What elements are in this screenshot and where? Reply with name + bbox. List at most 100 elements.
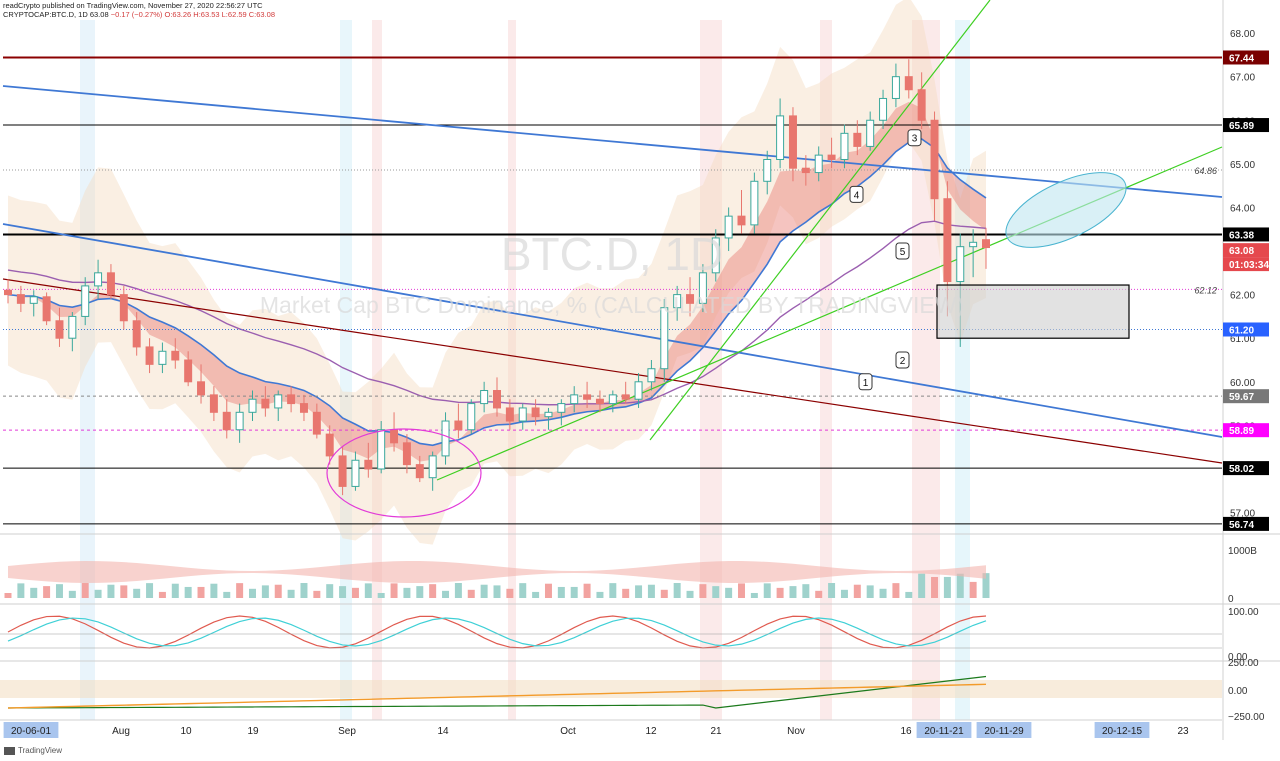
- time-label[interactable]: Sep: [338, 726, 356, 737]
- volume-bar: [55, 584, 63, 598]
- pane-tick-label: 1000B: [1228, 546, 1257, 557]
- candle: [351, 451, 360, 491]
- candle: [68, 312, 77, 352]
- price-label-bg: [1223, 243, 1269, 258]
- candle: [248, 390, 257, 422]
- time-label[interactable]: Aug: [112, 726, 130, 737]
- volume-bar: [30, 587, 38, 598]
- time-label[interactable]: 20-06-01: [3, 722, 59, 738]
- candle: [595, 390, 604, 413]
- horizontal-levels: 64.86 62.12: [3, 56, 1222, 525]
- time-label[interactable]: 20-11-21: [916, 722, 972, 738]
- candle: [788, 107, 797, 182]
- time-label-text: 20-11-29: [984, 726, 1024, 737]
- volume-bar: [570, 586, 578, 598]
- volume-bar: [609, 583, 617, 598]
- callout-4[interactable]: 4: [849, 185, 864, 203]
- trendline-upper-blue[interactable]: [2, 85, 1223, 198]
- trend-lines[interactable]: [2, 0, 1223, 481]
- ohlc-values: O:63.26 H:63.53 L:62.59 C:63.08: [164, 10, 276, 19]
- trendline-lower-blue[interactable]: [2, 223, 1223, 438]
- candle-body: [4, 289, 12, 296]
- price-label[interactable]: 59.67: [1223, 389, 1269, 404]
- candle-body: [917, 89, 926, 121]
- price-label[interactable]: 56.74: [1223, 516, 1269, 531]
- time-label[interactable]: 19: [247, 726, 259, 737]
- volume-bar: [364, 583, 372, 598]
- volume-bar: [738, 583, 745, 598]
- price-axis[interactable]: 68.0067.0066.0065.0064.0063.0062.0061.00…: [1222, 0, 1269, 740]
- price-label-bg: [1223, 227, 1269, 242]
- volume-bar: [17, 583, 25, 598]
- candle-body: [402, 442, 411, 466]
- time-label[interactable]: 21: [710, 726, 722, 737]
- price-label[interactable]: 63.08: [1223, 243, 1269, 258]
- price-label[interactable]: 65.89: [1223, 118, 1269, 133]
- publish-info: readCrypto published on TradingView.com,…: [3, 1, 263, 10]
- callout-3[interactable]: 3: [907, 129, 922, 147]
- candle-body: [480, 390, 489, 405]
- volume-bar: [274, 584, 282, 598]
- candle: [853, 120, 862, 156]
- candle: [711, 229, 720, 282]
- candle: [132, 312, 141, 356]
- price-label[interactable]: 61.20: [1223, 322, 1269, 337]
- candle-body: [467, 403, 476, 431]
- candle-body: [570, 394, 579, 405]
- time-label[interactable]: Oct: [560, 726, 576, 737]
- time-label[interactable]: 12: [645, 726, 657, 737]
- time-label[interactable]: 16: [900, 726, 912, 737]
- price-label[interactable]: 01:03:34: [1223, 257, 1269, 272]
- price-label-text: 61.20: [1229, 325, 1254, 336]
- time-label-text: 23: [1177, 726, 1189, 737]
- candle: [930, 111, 939, 221]
- volume-bar: [43, 586, 51, 598]
- support-box[interactable]: [936, 284, 1130, 339]
- candle-body: [287, 394, 296, 405]
- volume-bar: [467, 589, 475, 598]
- candle: [776, 98, 785, 169]
- candle-body: [879, 97, 888, 121]
- callout-box: [858, 373, 873, 391]
- volume-bar: [171, 583, 179, 598]
- callout-5[interactable]: 5: [895, 242, 910, 260]
- highlight-band: [80, 20, 95, 740]
- callout-1[interactable]: 1: [858, 373, 873, 391]
- price-label[interactable]: 58.89: [1223, 423, 1269, 438]
- shapes-overlay[interactable]: 1 2 3 4 5: [326, 129, 1137, 518]
- candle-body: [16, 294, 25, 304]
- time-label[interactable]: 20-12-15: [1094, 722, 1150, 738]
- price-label[interactable]: 67.44: [1223, 50, 1269, 65]
- volume-bar: [750, 592, 758, 598]
- pane-tick-label: 100.00: [1228, 607, 1259, 618]
- candle-body: [814, 154, 823, 174]
- trendline-green-fast[interactable]: [649, 0, 991, 441]
- time-axis[interactable]: 20-06-01 Aug 10 19 Sep 14 Oct 12 21 Nov 16 20-11-21…: [0, 719, 1222, 740]
- volume-bar: [557, 586, 565, 598]
- candle-body: [171, 350, 180, 361]
- ema-line: [7, 138, 987, 447]
- candle-body: [763, 158, 772, 182]
- time-label[interactable]: 14: [437, 726, 449, 737]
- highlight-band: [955, 20, 970, 740]
- candle-body: [737, 215, 746, 226]
- y-tick-label: 65.00: [1230, 160, 1255, 171]
- trendline-darkred[interactable]: [2, 278, 1223, 464]
- highlight-ellipse-magenta[interactable]: [326, 428, 482, 518]
- candle: [698, 264, 707, 313]
- ribbon-clouds: [7, 0, 987, 545]
- target-ellipse-cyan[interactable]: [995, 157, 1136, 263]
- time-label[interactable]: 10: [180, 726, 192, 737]
- candle: [274, 390, 283, 422]
- callout-2[interactable]: 2: [895, 351, 910, 369]
- y-tick-label: 60.00: [1230, 378, 1255, 389]
- time-label[interactable]: Nov: [787, 726, 805, 737]
- time-label[interactable]: 23: [1177, 726, 1189, 737]
- candle-body: [377, 429, 386, 470]
- volume-bar: [660, 589, 668, 598]
- time-label[interactable]: 20-11-29: [976, 722, 1032, 738]
- price-label[interactable]: 63.38: [1223, 227, 1269, 242]
- price-label[interactable]: 58.02: [1223, 461, 1269, 476]
- price-label-text: 63.08: [1229, 246, 1254, 257]
